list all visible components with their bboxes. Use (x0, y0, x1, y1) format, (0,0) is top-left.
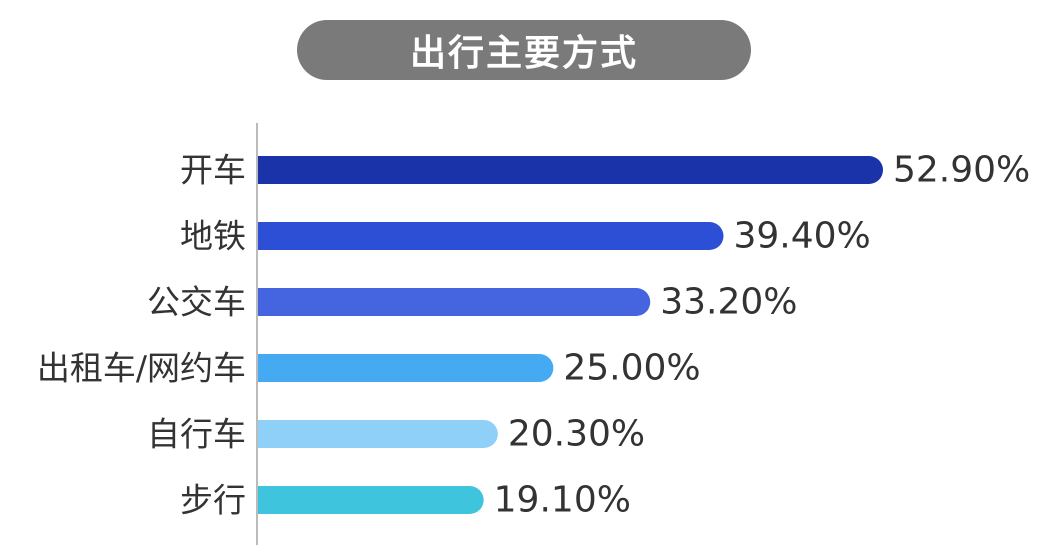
category-label: 开车 (180, 151, 246, 190)
bars-layer: 开车 52.90% 地铁 39.40% 公交车 33.20% 出租车/网约车 25.00% 自行… (37, 150, 1030, 521)
value-label: 19.10% (494, 480, 631, 521)
category-label: 地铁 (180, 217, 246, 256)
category-label: 出租车/网约车 (37, 349, 246, 388)
value-label: 52.90% (893, 150, 1030, 191)
bar-base (258, 288, 286, 316)
value-label: 20.30% (508, 414, 645, 455)
value-label: 25.00% (563, 348, 700, 389)
bar (258, 222, 724, 250)
bar (258, 486, 484, 514)
category-label: 公交车 (147, 283, 246, 322)
chart-title: 出行主要方式 (297, 20, 751, 80)
bar (258, 288, 651, 316)
bar (258, 420, 498, 448)
bar (258, 354, 554, 382)
category-label: 步行 (180, 481, 246, 520)
bar-base (258, 222, 286, 250)
bar-base (258, 486, 286, 514)
value-label: 39.40% (734, 216, 871, 257)
category-label: 自行车 (147, 415, 246, 454)
bar-base (258, 354, 286, 382)
bar-base (258, 156, 286, 184)
bar-base (258, 420, 286, 448)
value-label: 33.20% (660, 282, 797, 323)
bar (258, 156, 883, 184)
